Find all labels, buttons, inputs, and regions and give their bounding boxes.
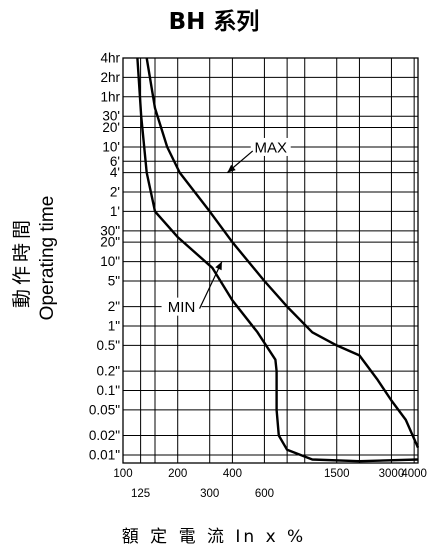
plot-frame [122, 57, 419, 464]
annotation-label: MIN [168, 299, 196, 316]
annotations: MAX MIN [161, 137, 291, 316]
x-tick-label: 125 [131, 488, 150, 500]
x-tick-label: 3000 [379, 468, 405, 480]
y-tick-label: 0.05" [89, 402, 120, 417]
y-grid [123, 57, 418, 456]
annotation-label: MAX [254, 139, 287, 156]
y-tick-labels: 4hr 2hr 1hr 30'20' 10'6'4' 2' 1' 30"20" 10" 5" 2" 1… [89, 51, 121, 463]
x-axis-title: 額 定 電 流 In x % [122, 527, 306, 547]
y-tick-label: 30" [100, 223, 120, 238]
x-tick-label: 1500 [324, 468, 350, 480]
y-tick-label: 1hr [100, 89, 120, 104]
chart-title: BH 系列 [169, 9, 260, 35]
y-tick-label: 0.5" [96, 338, 120, 353]
plot-area: MAX MIN [122, 57, 420, 464]
x-tick-label: 600 [255, 488, 274, 500]
y-tick-label: 1" [108, 319, 121, 334]
y-tick-label: 6' [110, 154, 120, 169]
annotation-max: MAX [226, 137, 291, 174]
y-tick-label: 0.02" [89, 428, 120, 443]
annotation-arrowhead [215, 261, 222, 271]
x-tick-label: 200 [168, 468, 187, 480]
y-tick-label: 20" [100, 235, 120, 250]
x-tick-label: 4000 [401, 468, 427, 480]
y-tick-label: 4hr [100, 51, 120, 66]
y-tick-label: 2" [108, 299, 121, 314]
curves [136, 57, 420, 463]
annotation-backing [161, 297, 202, 316]
y-tick-label: 30' [102, 109, 120, 124]
y-axis-title: 動作時間 Operating time [11, 196, 58, 321]
x-grid [122, 57, 419, 464]
curve-max [145, 57, 420, 449]
x-tick-label: 100 [113, 468, 132, 480]
y-tick-label: 0.01" [89, 447, 120, 462]
annotation-min: MIN [161, 261, 223, 316]
y-tick-label: 0.2" [96, 364, 120, 379]
annotation-backing [250, 137, 291, 156]
annotation-leader [199, 261, 223, 309]
y-tick-label: 10' [102, 139, 120, 154]
y-tick-label: 2hr [100, 70, 120, 85]
x-tick-label: 300 [200, 488, 219, 500]
y-tick-label: 0.1" [96, 383, 120, 398]
y-axis-title-cn: 動作時間 [11, 216, 33, 308]
y-axis-title-en: Operating time [37, 196, 58, 321]
y-tick-label: 4' [110, 165, 120, 180]
curve-min [136, 57, 419, 463]
y-tick-label: 1' [110, 204, 120, 219]
y-tick-label: 2' [110, 185, 120, 200]
y-tick-label: 20' [102, 120, 120, 135]
y-tick-label: 5" [108, 273, 121, 288]
x-tick-label: 400 [223, 468, 242, 480]
y-tick-label: 10" [100, 254, 120, 269]
annotation-arrowhead [227, 164, 236, 173]
